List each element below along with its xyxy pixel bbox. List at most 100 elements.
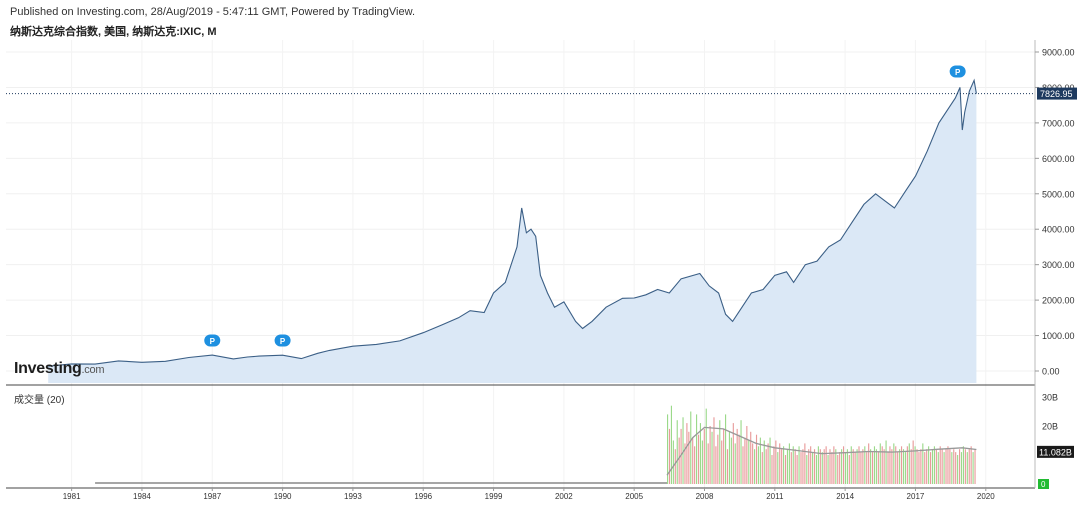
volume-bar (870, 449, 872, 484)
volume-bar (931, 449, 934, 484)
volume-bar (728, 431, 731, 484)
volume-bar (694, 446, 696, 484)
volume-bar (790, 452, 792, 484)
volume-bar (794, 449, 796, 484)
marker-label: P (955, 68, 961, 77)
volume-bar (928, 446, 930, 484)
volume-bar (813, 449, 816, 484)
zero-volume-label: 0 (1041, 480, 1046, 489)
marker-label: P (280, 337, 286, 346)
price-line (48, 78, 977, 367)
volume-bar (742, 446, 744, 484)
volume-bar (810, 446, 812, 484)
volume-bar (767, 443, 769, 484)
volume-bar (914, 446, 916, 484)
volume-bar (848, 455, 850, 484)
volume-bar (763, 440, 765, 484)
volume-bar (974, 449, 976, 484)
volume-bar (732, 423, 734, 484)
volume-bar (879, 443, 881, 484)
volume-bar (765, 449, 767, 484)
price-tick-label: 6000.00 (1042, 154, 1075, 164)
volume-bar (802, 449, 804, 484)
volume-bar (955, 452, 957, 484)
volume-bar (902, 449, 905, 484)
volume-bar (697, 434, 700, 484)
time-tick-label: 1996 (414, 492, 432, 501)
volume-bar (949, 449, 951, 484)
volume-bar (744, 437, 746, 484)
volume-tick-label: 20B (1042, 422, 1058, 432)
price-tick-label: 0.00 (1042, 367, 1060, 377)
volume-bar (904, 452, 906, 484)
time-tick-label: 1981 (63, 492, 81, 501)
time-tick-label: 2008 (696, 492, 714, 501)
volume-bar (960, 452, 963, 484)
volume-bar (725, 414, 727, 484)
volume-bar (873, 446, 876, 484)
volume-bar (674, 449, 676, 484)
volume-bar (688, 431, 690, 484)
volume-bar (779, 443, 781, 484)
time-tick-label: 1987 (203, 492, 221, 501)
volume-bar (792, 446, 794, 484)
time-tick-label: 2020 (977, 492, 995, 501)
volume-bar (943, 452, 945, 484)
time-tick-label: 1984 (133, 492, 151, 501)
volume-bar (796, 455, 798, 484)
volume-ma-line (666, 426, 977, 476)
volume-bar (690, 411, 692, 484)
volume-bar (672, 440, 674, 484)
volume-bar (705, 408, 707, 484)
volume-bar (786, 449, 789, 484)
volume-bar (755, 434, 758, 484)
volume-bar (719, 420, 721, 484)
volume-bar (850, 446, 852, 484)
volume-bar (715, 446, 717, 484)
volume-bar (777, 452, 779, 484)
marker-label: P (210, 337, 216, 346)
volume-bar (891, 449, 893, 484)
volume-bar (703, 428, 705, 484)
volume-title: 成交量 (20) (14, 395, 65, 406)
time-tick-label: 2005 (625, 492, 643, 501)
volume-bar (707, 443, 709, 484)
volume-bar (908, 443, 910, 484)
volume-bar (893, 443, 895, 484)
volume-bar (717, 434, 719, 484)
volume-bar (740, 420, 742, 484)
volume-bar (868, 443, 870, 484)
zero-volume-badge (1038, 479, 1049, 489)
volume-bar (682, 417, 684, 484)
volume-bar (696, 414, 698, 484)
volume-bar (783, 446, 785, 484)
volume-bar (815, 455, 818, 484)
volume-bar (877, 452, 879, 484)
volume-bar (899, 449, 901, 484)
marker-badge (949, 65, 966, 78)
volume-bar (701, 440, 703, 484)
volume-bar (736, 428, 738, 484)
volume-bar (692, 437, 694, 484)
volume-bar (804, 443, 806, 484)
volume-bar (962, 446, 964, 484)
volume-bar (711, 431, 713, 484)
volume-bar (910, 449, 912, 484)
volume-bar (968, 449, 970, 484)
volume-bar (937, 452, 939, 484)
volume-bar (833, 446, 835, 484)
volume-bar (871, 452, 874, 484)
volume-bar (750, 431, 752, 484)
volume-bar (918, 452, 920, 484)
volume-bar (808, 449, 810, 484)
time-tick-label: 2017 (907, 492, 925, 501)
time-tick-label: 2011 (766, 492, 784, 501)
volume-bar (829, 449, 831, 484)
volume-bar (897, 452, 899, 484)
volume-bar (781, 449, 783, 484)
last-volume-badge (1037, 445, 1074, 458)
volume-bar (912, 440, 914, 484)
price-tick-label: 5000.00 (1042, 189, 1075, 199)
time-tick-label: 1990 (274, 492, 292, 501)
